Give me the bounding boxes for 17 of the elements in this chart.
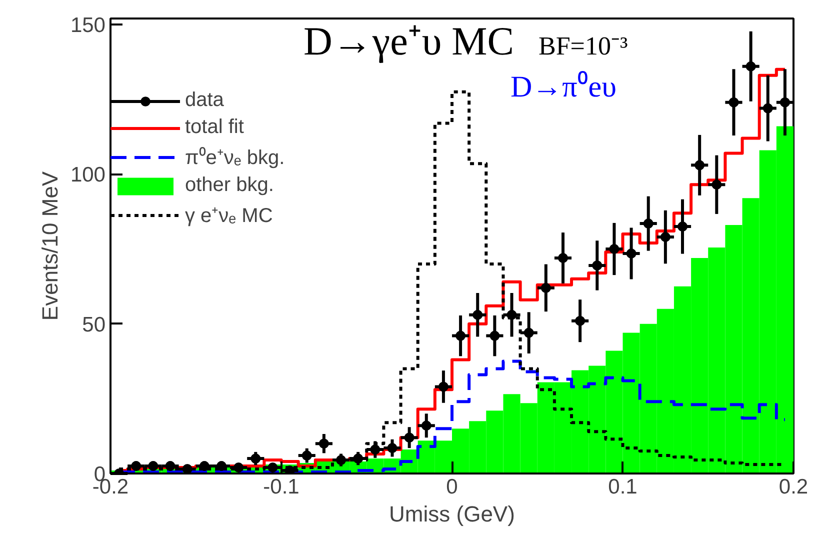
annotation: BF=10⁻³: [538, 32, 628, 60]
annotation: D→π⁰eυ: [510, 70, 616, 104]
x-axis-title: Umiss (GeV): [389, 502, 515, 526]
y-tick-label: 150: [70, 14, 106, 37]
x-tick-label: 0: [446, 476, 458, 498]
legend-label: other bkg.: [185, 174, 274, 197]
legend-label: γ e⁺νₑ MC: [185, 204, 273, 228]
legend-label: data: [185, 89, 224, 112]
x-tick-label: 0.1: [608, 476, 638, 498]
legend-label: total fit: [185, 116, 244, 139]
y-axis-title: Events/10 MeV: [37, 171, 62, 321]
x-tick-label: 0.2: [778, 476, 808, 498]
annotation: D→γe⁺υ MC: [304, 18, 514, 64]
y-tick-label: 100: [70, 164, 106, 187]
x-tick-label: -0.1: [263, 476, 300, 498]
y-tick-label: 50: [82, 313, 106, 336]
legend-label: π⁰e⁺νₑ bkg.: [185, 146, 285, 170]
